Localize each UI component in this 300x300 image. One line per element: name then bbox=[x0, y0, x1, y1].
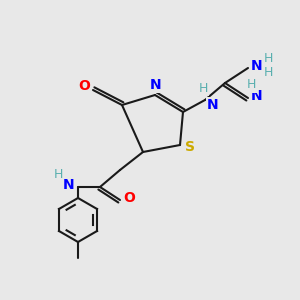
Text: N: N bbox=[251, 89, 263, 103]
Text: S: S bbox=[185, 140, 195, 154]
Text: H: H bbox=[263, 52, 273, 64]
Text: H: H bbox=[198, 82, 208, 94]
Text: N: N bbox=[150, 78, 162, 92]
Text: H: H bbox=[53, 169, 63, 182]
Text: N: N bbox=[207, 98, 219, 112]
Text: O: O bbox=[78, 79, 90, 93]
Text: O: O bbox=[123, 191, 135, 205]
Text: H: H bbox=[246, 79, 256, 92]
Text: H: H bbox=[263, 67, 273, 80]
Text: N: N bbox=[63, 178, 75, 192]
Text: N: N bbox=[251, 59, 263, 73]
